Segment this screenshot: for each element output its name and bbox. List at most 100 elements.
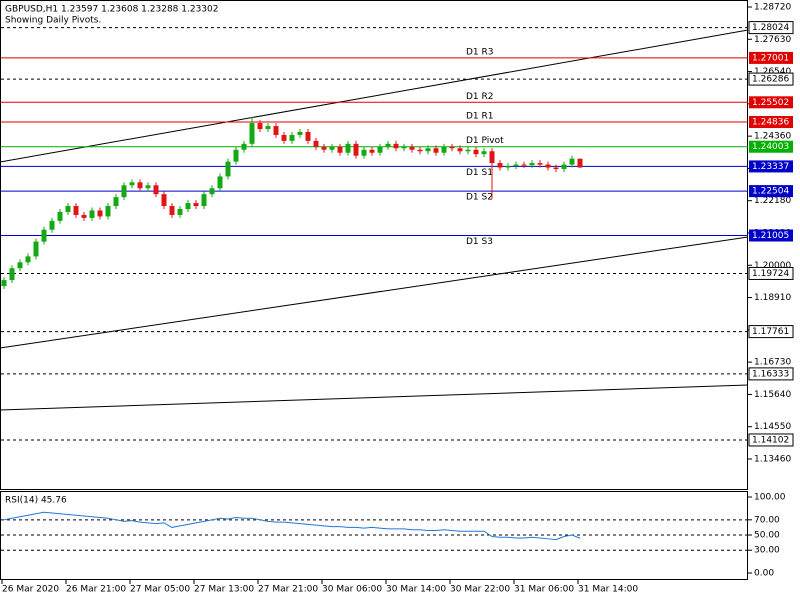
y-tick-label: 1.16730	[754, 358, 791, 368]
rsi-tick-label: 30.00	[754, 546, 780, 556]
candle-body	[329, 146, 335, 150]
pivot-box	[749, 185, 793, 198]
candle-body	[537, 163, 543, 165]
candle-body	[89, 210, 95, 218]
candle-body	[9, 268, 15, 281]
candle-body	[25, 256, 31, 263]
pivot-name: D1 S2	[466, 193, 493, 203]
main-panel	[0, 0, 748, 490]
candle-body	[521, 164, 527, 166]
chart-subtitle: Showing Daily Pivots.	[5, 16, 101, 26]
candle-body	[65, 206, 71, 212]
x-tick-label: 26 Mar 2020	[2, 585, 59, 595]
candle-body	[561, 164, 567, 170]
pivot-label: 1.24003	[752, 142, 789, 152]
candle-body	[417, 149, 423, 152]
y-tick-label: 1.20000	[754, 261, 791, 271]
candle-body	[113, 197, 119, 207]
rsi-tick-label: 70.00	[754, 515, 780, 525]
level-box	[748, 433, 794, 447]
pivot-label: 1.21005	[752, 231, 789, 241]
candle-body	[289, 134, 295, 141]
candle-body	[129, 182, 135, 186]
pivot-name: D1 R1	[466, 112, 494, 122]
candle-body	[41, 229, 47, 242]
x-tick-label: 31 Mar 06:00	[514, 585, 574, 595]
y-tick-label: 1.28720	[754, 2, 791, 12]
candle-body	[257, 123, 263, 130]
y-tick-label: 1.18910	[754, 293, 791, 303]
x-tick-label: 27 Mar 05:00	[130, 585, 190, 595]
trend-line	[0, 384, 749, 411]
candle-body	[481, 151, 487, 155]
candle-body	[105, 206, 111, 217]
y-tick-label: 1.27630	[754, 35, 791, 45]
candle-body	[337, 146, 343, 153]
candle-body	[249, 123, 255, 144]
candle-body	[73, 206, 79, 215]
candle-body	[209, 188, 215, 195]
pivot-label: 1.22504	[752, 187, 789, 197]
candle-body	[441, 146, 447, 153]
candle-body	[369, 149, 375, 153]
candle-body	[121, 185, 127, 198]
pivot-name: D1 S1	[466, 168, 493, 178]
candle-body	[545, 164, 551, 168]
candle-body	[97, 210, 103, 217]
candle-body	[217, 176, 223, 189]
pivot-name: D1 R3	[466, 47, 494, 57]
candle-body	[233, 149, 239, 162]
level-label: 1.28024	[752, 23, 789, 33]
rsi-line	[3, 511, 581, 541]
candle-body	[409, 146, 415, 150]
candle-body	[401, 146, 407, 149]
candle-body	[393, 143, 399, 149]
trend-line	[0, 29, 749, 163]
candle-body	[145, 185, 151, 189]
candle-body	[273, 126, 279, 135]
candle-body	[513, 164, 519, 167]
candle-body	[241, 143, 247, 150]
candle-body	[553, 167, 559, 170]
candle-body	[49, 220, 55, 230]
candle-body	[473, 149, 479, 155]
x-tick-label: 27 Mar 13:00	[194, 585, 254, 595]
candle-body	[281, 134, 287, 141]
level-label: 1.14102	[752, 435, 789, 445]
candle-body	[497, 163, 503, 168]
level-label: 1.17761	[752, 327, 789, 337]
candle-body	[161, 194, 167, 207]
candle-body	[345, 143, 351, 153]
pivot-name: D1 S3	[466, 237, 493, 247]
x-tick-label: 27 Mar 21:00	[258, 585, 318, 595]
candle-body	[361, 149, 367, 156]
trend-line	[0, 236, 749, 349]
candle-body	[569, 158, 575, 165]
candle-body	[385, 143, 391, 147]
level-box	[748, 266, 794, 280]
x-tick-label: 31 Mar 14:00	[578, 585, 638, 595]
y-tick-label: 1.26540	[754, 67, 791, 77]
pivot-label: 1.25502	[752, 98, 789, 108]
pivot-box	[749, 51, 793, 64]
candle-body	[81, 214, 87, 218]
y-tick-label: 1.14550	[754, 422, 791, 432]
candle-body	[449, 146, 455, 149]
pivot-label: 1.23337	[752, 162, 789, 172]
x-tick-label: 30 Mar 14:00	[386, 585, 446, 595]
candle-body	[321, 146, 327, 150]
level-label: 1.16333	[752, 369, 789, 379]
candle-body	[353, 143, 359, 156]
y-tick-label: 1.24360	[754, 132, 791, 142]
pivot-label: 1.24836	[752, 118, 789, 128]
y-tick-label: 1.22180	[754, 196, 791, 206]
level-box	[748, 72, 794, 86]
y-tick-label: 1.13460	[754, 454, 791, 464]
candle-body	[313, 140, 319, 147]
level-label: 1.26286	[752, 75, 789, 85]
candle-body	[185, 203, 191, 209]
candle-body	[33, 241, 39, 257]
pivot-box	[749, 229, 793, 242]
pivot-label: 1.27001	[752, 53, 789, 63]
